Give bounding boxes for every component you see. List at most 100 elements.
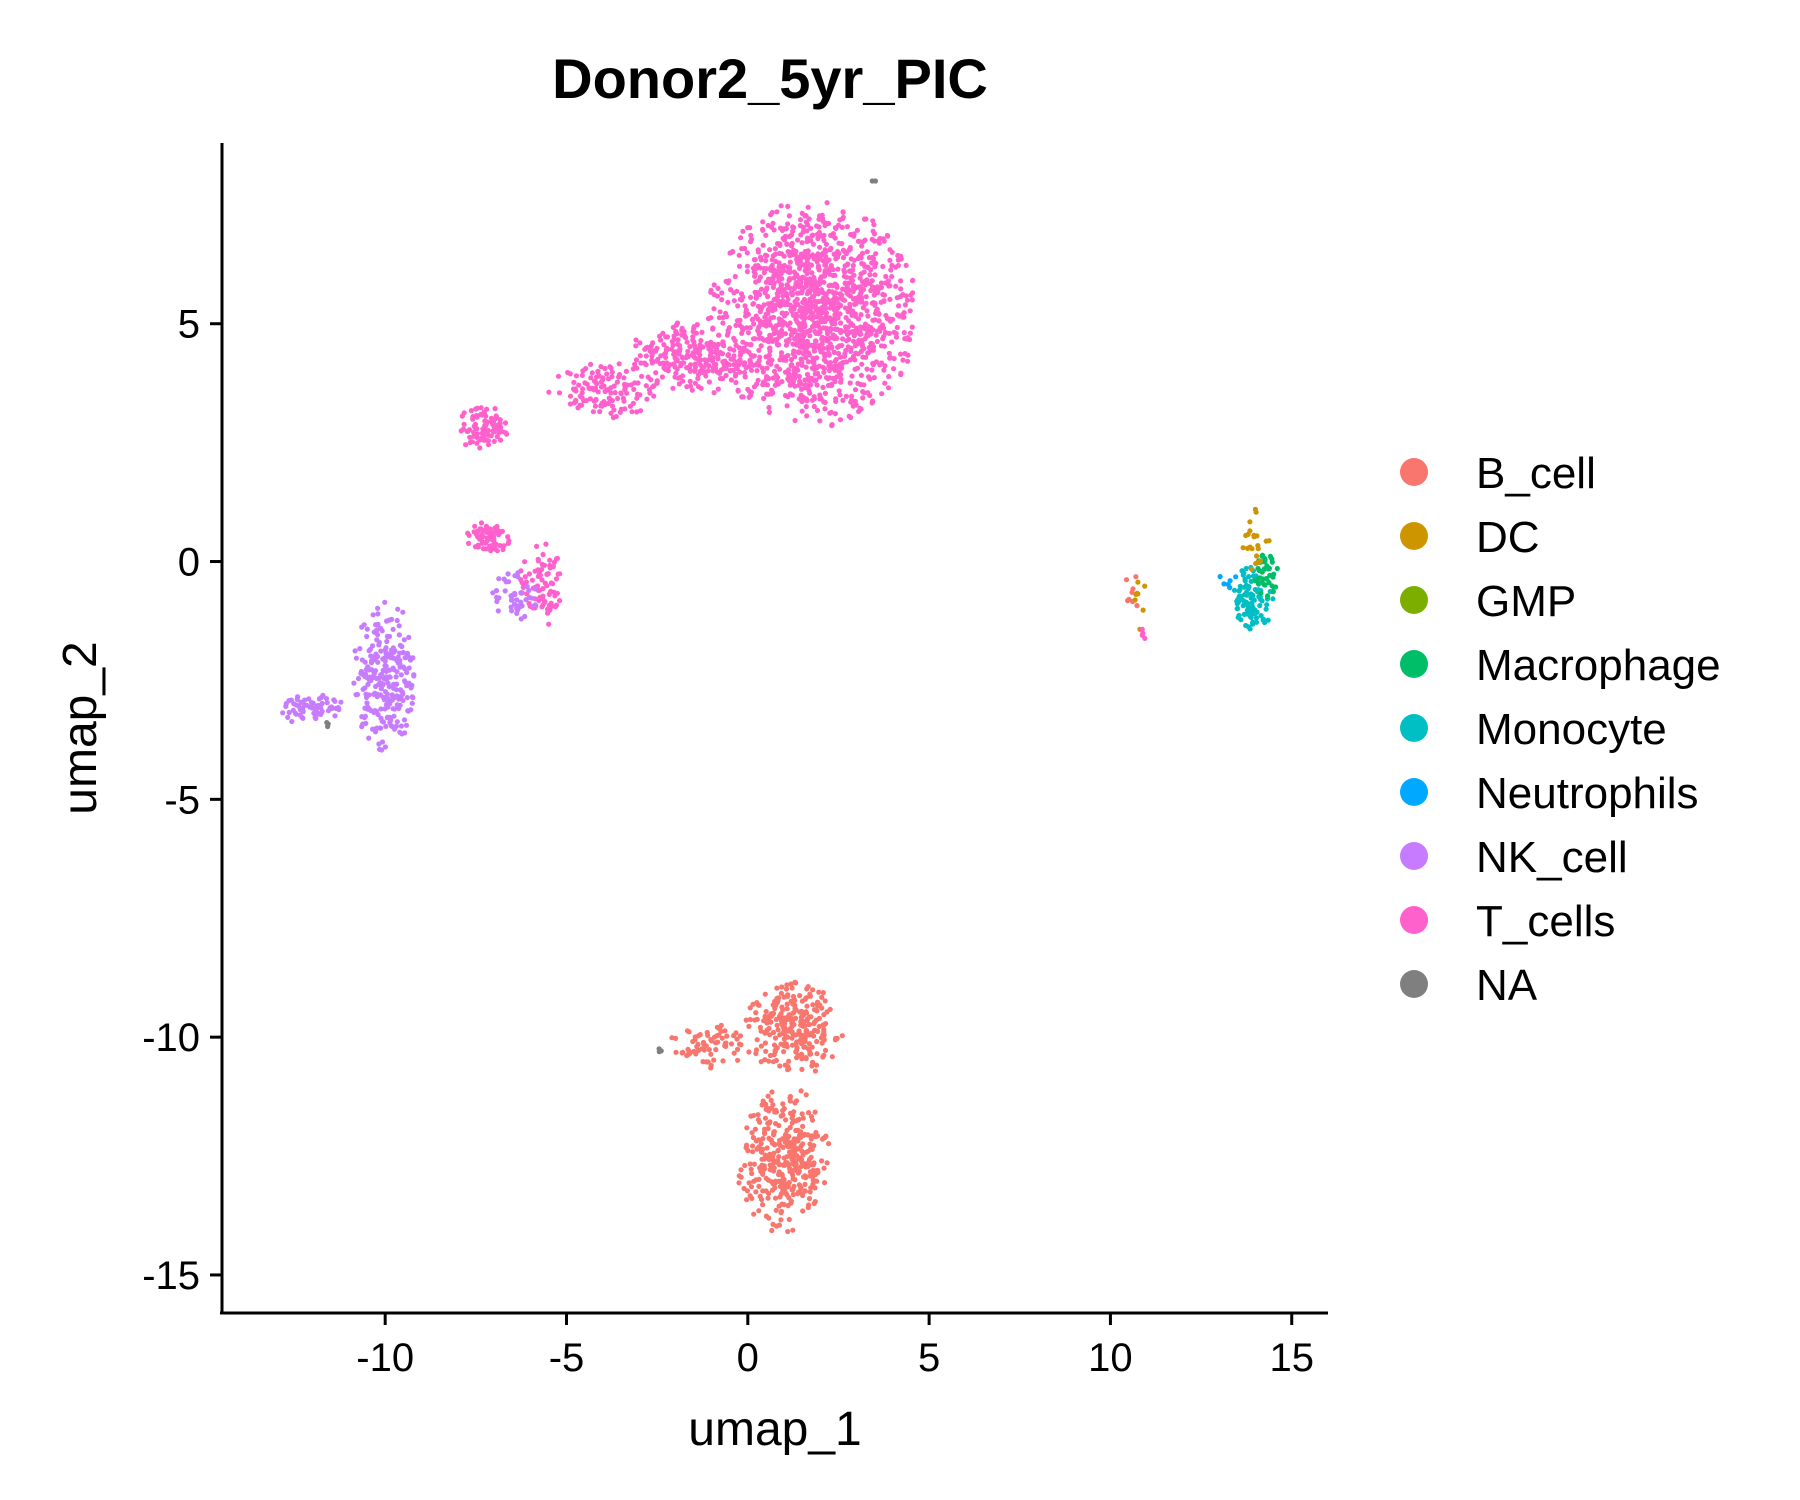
point-b-cell (764, 1145, 770, 1151)
point-t-cells (794, 279, 800, 286)
point-t-cells (605, 376, 612, 382)
point-t-cells (803, 329, 809, 335)
point-nk-cell (372, 708, 378, 714)
point-t-cells (901, 330, 907, 336)
point-b-cell (672, 1035, 679, 1041)
point-nk-cell (393, 674, 399, 680)
point-dc (1142, 583, 1148, 589)
point-t-cells (754, 381, 760, 387)
point-t-cells (791, 224, 797, 231)
point-t-cells (778, 282, 784, 288)
point-nk-cell (384, 638, 390, 645)
point-t-cells (549, 581, 556, 587)
point-b-cell (790, 1156, 797, 1162)
point-b-cell (737, 1033, 744, 1039)
point-t-cells (863, 294, 869, 300)
point-b-cell (752, 1017, 758, 1023)
point-b-cell (784, 1001, 790, 1007)
point-t-cells (863, 216, 869, 222)
point-b-cell (738, 1042, 744, 1048)
point-dc (1249, 546, 1255, 552)
point-nk-cell (495, 608, 501, 614)
point-b-cell (790, 1227, 796, 1233)
point-t-cells (659, 374, 666, 380)
point-t-cells (669, 346, 675, 352)
point-t-cells (655, 356, 661, 362)
point-monocyte (1260, 617, 1266, 623)
point-t-cells (526, 571, 533, 577)
point-t-cells (780, 235, 786, 241)
point-nk-cell (393, 687, 399, 693)
point-t-cells (822, 220, 829, 226)
point-t-cells (858, 255, 864, 261)
point-t-cells (663, 334, 669, 340)
point-b-cell (778, 1210, 784, 1216)
point-b-cell (821, 1180, 828, 1186)
point-t-cells (800, 299, 806, 305)
point-t-cells (771, 305, 778, 311)
point-nk-cell (496, 595, 502, 601)
point-t-cells (820, 290, 826, 296)
point-t-cells (474, 440, 480, 446)
point-nk-cell (364, 700, 370, 706)
point-b-cell (783, 1117, 789, 1123)
point-t-cells (764, 382, 771, 388)
point-t-cells (677, 374, 683, 381)
point-nk-cell (380, 694, 386, 700)
point-t-cells (608, 390, 614, 396)
point-t-cells (522, 574, 528, 580)
point-t-cells (692, 355, 699, 361)
point-t-cells (811, 378, 818, 384)
point-na (324, 720, 330, 726)
point-t-cells (771, 272, 777, 278)
point-b-cell (804, 986, 810, 992)
point-t-cells (873, 359, 880, 365)
point-t-cells (755, 360, 761, 366)
point-t-cells (860, 395, 866, 401)
point-b-cell (749, 1195, 755, 1201)
point-b-cell (771, 1052, 777, 1058)
point-t-cells (887, 296, 893, 302)
point-t-cells (677, 347, 683, 353)
point-b-cell (763, 1048, 769, 1054)
point-b-cell (808, 1051, 814, 1057)
point-t-cells (905, 352, 911, 358)
point-t-cells (881, 367, 887, 373)
point-t-cells (520, 584, 526, 591)
point-t-cells (830, 233, 836, 239)
point-nk-cell (285, 714, 291, 721)
point-t-cells (485, 438, 491, 444)
point-t-cells (693, 330, 700, 336)
point-t-cells (752, 257, 758, 263)
point-nk-cell (514, 597, 520, 603)
point-b-cell (736, 1180, 742, 1186)
point-nk-cell (294, 696, 300, 703)
point-t-cells (711, 282, 717, 288)
point-b-cell (750, 1149, 756, 1155)
point-nk-cell (505, 571, 511, 577)
point-t-cells (853, 329, 859, 335)
point-b-cell (759, 1197, 765, 1203)
point-t-cells (882, 280, 888, 286)
point-t-cells (760, 369, 767, 375)
point-b-cell (1130, 586, 1136, 592)
point-t-cells (637, 353, 643, 359)
point-b-cell (810, 1167, 816, 1174)
point-t-cells (871, 222, 877, 228)
point-t-cells (523, 579, 530, 585)
point-b-cell (753, 1189, 759, 1195)
point-dc (1249, 566, 1255, 572)
point-t-cells (877, 362, 883, 368)
point-macrophage (1264, 576, 1270, 582)
point-t-cells (471, 429, 477, 435)
point-dc (1245, 545, 1251, 552)
point-t-cells (826, 352, 832, 358)
point-b-cell (822, 1047, 829, 1053)
point-t-cells (896, 313, 902, 319)
point-t-cells (775, 381, 782, 387)
chart-title: Donor2_5yr_PIC (552, 47, 988, 110)
point-b-cell (744, 1197, 750, 1203)
point-b-cell (708, 1051, 714, 1057)
point-t-cells (872, 272, 878, 278)
point-t-cells (753, 279, 759, 285)
